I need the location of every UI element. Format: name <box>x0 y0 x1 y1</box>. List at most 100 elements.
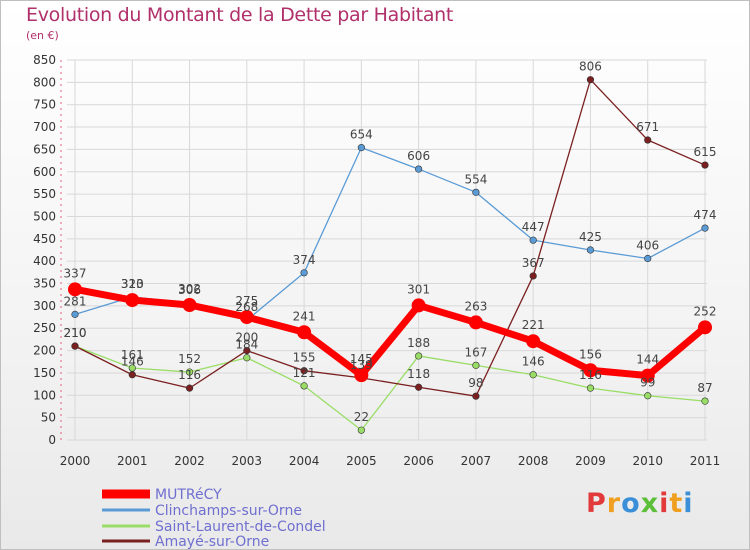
data-label: 155 <box>293 351 316 365</box>
legend-label: MUTRéCY <box>155 487 222 503</box>
series-points <box>68 76 712 434</box>
y-tick-label: 400 <box>33 254 56 268</box>
y-tick-label: 550 <box>33 187 56 201</box>
x-axis: 2000 2001 2002 2003 2004 2005 2006 2007 2008 2009… <box>60 454 721 468</box>
data-point <box>71 310 79 318</box>
data-point <box>586 384 595 392</box>
chart-subtitle: (en €) <box>26 29 59 42</box>
y-axis: 0 50 100 150 200 250 300 350 400 450 500 550 600 650 7… <box>33 53 56 447</box>
y-tick-label: 750 <box>33 98 56 112</box>
data-label: 184 <box>235 338 258 352</box>
data-label: 121 <box>293 366 316 380</box>
data-label: 161 <box>121 348 144 362</box>
data-point <box>529 236 537 244</box>
data-label: 22 <box>354 410 369 424</box>
data-label: 139 <box>350 358 373 372</box>
data-point <box>468 315 483 330</box>
data-point <box>128 371 136 379</box>
y-tick-label: 0 <box>48 433 56 447</box>
series-line-1 <box>74 146 706 321</box>
data-point <box>239 310 254 325</box>
data-label: 210 <box>64 326 87 340</box>
data-point <box>71 342 79 350</box>
data-point <box>243 354 251 362</box>
y-tick-label: 250 <box>33 321 56 335</box>
y-tick-label: 200 <box>33 344 56 358</box>
data-point <box>644 254 652 263</box>
x-tick-label: 2004 <box>289 454 320 468</box>
x-tick-label: 2001 <box>117 454 148 468</box>
data-point <box>300 367 308 375</box>
legend-label: Amayé-sur-Orne <box>155 534 269 550</box>
data-label: 606 <box>407 149 430 163</box>
y-tick-label: 300 <box>33 299 56 313</box>
y-tick-label: 600 <box>33 165 56 179</box>
data-labels: 337 313 302 275 241 145 301 263 221 156 144 252 281 3… <box>64 60 717 424</box>
data-label: 374 <box>293 253 316 267</box>
data-label: 671 <box>636 120 659 134</box>
y-tick-label: 50 <box>41 411 56 425</box>
data-label: 221 <box>522 318 545 332</box>
data-label: 268 <box>235 300 258 314</box>
data-label: 200 <box>235 331 258 345</box>
data-label: 474 <box>694 208 717 222</box>
data-point <box>185 368 194 376</box>
y-tick-label: 650 <box>33 142 56 156</box>
x-tick-label: 2003 <box>232 454 263 468</box>
data-label: 210 <box>64 326 87 340</box>
data-label: 615 <box>694 145 717 159</box>
data-label: 275 <box>235 294 258 308</box>
data-label: 156 <box>579 347 602 361</box>
x-tick-label: 2005 <box>346 454 377 468</box>
y-tick-label: 150 <box>33 366 56 380</box>
data-point <box>644 136 652 144</box>
data-point <box>357 144 365 152</box>
data-label: 146 <box>121 355 144 369</box>
data-point <box>701 397 709 405</box>
legend-label: Saint-Laurent-de-Condel <box>155 519 326 535</box>
data-point <box>583 363 598 378</box>
data-point <box>243 346 251 355</box>
data-label: 306 <box>178 283 201 297</box>
x-tick-label: 2009 <box>575 454 606 468</box>
series-line-0 <box>71 285 709 380</box>
y-tick-label: 700 <box>33 120 56 134</box>
y-tick-label: 350 <box>33 277 56 291</box>
series-line-2 <box>74 345 706 431</box>
x-tick-label: 2006 <box>403 454 434 468</box>
data-label: 145 <box>350 352 373 366</box>
y-tick-label: 800 <box>33 75 56 89</box>
data-point <box>125 293 140 308</box>
grid-lines <box>60 59 707 441</box>
x-tick-label: 2007 <box>461 454 492 468</box>
data-point <box>297 325 312 340</box>
proxiti-logo: Proxiti <box>586 488 694 519</box>
data-label: 152 <box>178 352 201 366</box>
y-tick-label: 100 <box>33 388 56 402</box>
data-label: 654 <box>350 128 373 142</box>
data-label: 241 <box>293 309 316 323</box>
data-point <box>586 76 595 84</box>
data-point <box>526 334 541 349</box>
data-point <box>586 246 595 254</box>
data-point <box>185 384 194 392</box>
data-point <box>698 320 712 335</box>
data-point <box>182 297 197 312</box>
data-point <box>701 224 709 232</box>
data-label: 87 <box>697 381 712 395</box>
x-tick-label: 2010 <box>632 454 663 468</box>
data-label: 302 <box>178 282 201 296</box>
chart-title: Evolution du Montant de la Dette par Hab… <box>26 4 454 26</box>
data-label: 554 <box>464 172 487 186</box>
data-point <box>415 352 423 360</box>
data-point <box>68 282 82 297</box>
data-label: 188 <box>407 336 430 350</box>
data-point <box>300 269 308 277</box>
legend: MUTRéCYClinchamps-sur-OrneSaint-Laurent-… <box>102 487 326 550</box>
data-point <box>472 392 480 400</box>
data-label: 313 <box>121 277 144 291</box>
data-label: 406 <box>636 238 659 252</box>
data-point <box>529 371 537 379</box>
